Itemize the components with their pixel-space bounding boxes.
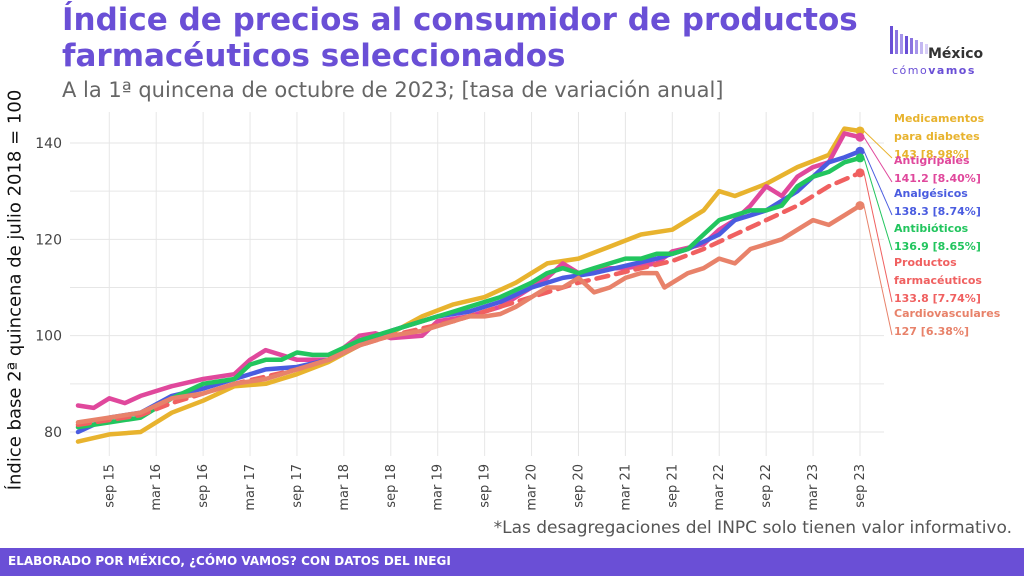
footer-bar: ELABORADO POR MÉXICO, ¿CÓMO VAMOS? CON D… — [0, 548, 1024, 576]
chart-title: Índice de precios al consumidor de produ… — [62, 2, 858, 74]
mexico-como-vamos-logo: México cómovamos — [884, 24, 994, 82]
series-end-label: farmacéuticos — [894, 274, 982, 287]
bars-icon — [890, 26, 928, 54]
x-tick-label: mar 19 — [431, 464, 446, 511]
x-tick-label: sep 23 — [853, 464, 868, 508]
series-endpoint — [855, 132, 865, 142]
x-tick-label: mar 16 — [149, 464, 164, 511]
series-end-label: 127 [6.38%] — [894, 325, 969, 338]
y-tick-label: 100 — [35, 329, 62, 345]
chart-subtitle: A la 1ª quincena de octubre de 2023; [ta… — [62, 78, 724, 102]
x-tick-label: sep 18 — [384, 464, 399, 508]
series-end-label: 143 [8.98%] — [894, 148, 969, 161]
y-tick-label: 80 — [44, 425, 62, 441]
x-tick-label: sep 20 — [571, 464, 586, 508]
series-end-label: Antibióticos — [894, 222, 969, 235]
label-leader — [863, 150, 893, 216]
series-endpoint — [855, 153, 865, 163]
series-endpoint — [855, 168, 865, 178]
y-axis-ticks: 80 100 120 140 — [35, 136, 62, 441]
series-end-label: 133.8 [7.74%] — [894, 292, 981, 305]
series-end-label: 136.9 [8.65%] — [894, 240, 981, 253]
logo-tagline-pre: cómo — [892, 64, 929, 77]
series-end-label: Antigripales — [894, 154, 970, 167]
x-tick-label: mar 20 — [525, 464, 540, 511]
footer-credit: ELABORADO POR MÉXICO, ¿CÓMO VAMOS? CON D… — [8, 554, 451, 568]
y-tick-label: 140 — [35, 136, 62, 152]
series-end-label: 138.3 [8.74%] — [894, 205, 981, 218]
series-endpoint — [855, 201, 865, 211]
chart-series — [75, 126, 865, 444]
x-tick-label: sep 17 — [290, 464, 305, 508]
label-leader — [863, 172, 893, 303]
label-leader — [863, 130, 893, 159]
logo-tagline-bold: vamos — [928, 64, 976, 77]
x-tick-label: sep 16 — [196, 464, 211, 508]
label-leader — [863, 136, 893, 183]
disclaimer-note: *Las desagregaciones del INPC solo tiene… — [493, 518, 1012, 538]
label-leader — [863, 157, 893, 251]
x-tick-label: sep 19 — [478, 464, 493, 508]
x-axis-ticks: sep 15 mar 16 sep 16 mar 17 sep 17 mar 18 sep … — [102, 464, 868, 511]
x-tick-label: mar 18 — [337, 464, 352, 511]
series-line — [75, 155, 863, 430]
series-end-label: Productos — [894, 256, 957, 269]
series-line — [75, 148, 863, 435]
x-tick-label: mar 22 — [712, 464, 727, 511]
x-tick-label: sep 15 — [102, 464, 117, 508]
x-tick-label: mar 17 — [243, 464, 258, 511]
series-endpoint — [855, 126, 865, 136]
label-leader — [863, 205, 893, 336]
x-tick-label: mar 21 — [618, 464, 633, 511]
series-line — [75, 203, 863, 425]
x-tick-label: mar 23 — [806, 464, 821, 511]
series-end-label: 141.2 [8.40%] — [894, 172, 981, 185]
series-end-label: Analgésicos — [894, 187, 968, 200]
logo-name: México — [928, 46, 984, 62]
x-tick-label: sep 22 — [759, 464, 774, 508]
series-end-label: Medicamentos — [894, 112, 985, 125]
x-tick-label: sep 21 — [665, 464, 680, 508]
series-line — [75, 131, 863, 411]
series-end-label: Cardiovasculares — [894, 307, 1001, 320]
series-end-label: para diabetes — [894, 130, 980, 143]
series-line — [75, 126, 863, 444]
logo-tagline: cómovamos — [892, 64, 976, 77]
series-endpoint — [855, 146, 865, 156]
y-tick-label: 120 — [35, 232, 62, 248]
